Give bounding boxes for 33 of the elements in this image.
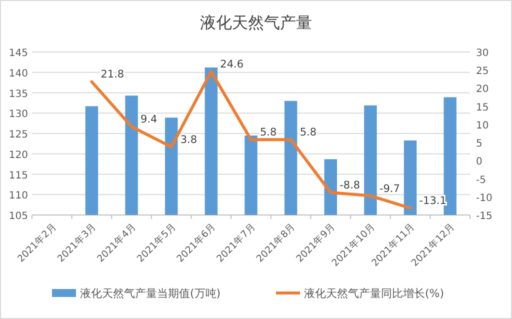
data-label: 9.4 [140,114,158,126]
y-tick-label: 115 [8,170,28,182]
y2-tick-label: -5 [476,174,486,186]
data-label: 5.8 [300,126,317,139]
y2-tick-label: 20 [476,84,489,96]
data-label: 5.8 [260,126,277,139]
data-label: -9.7 [379,182,400,195]
y-tick-label: 110 [8,190,28,202]
y2-tick-label: -10 [476,192,492,204]
chart-title: 液化天然气产量 [200,13,312,32]
y2-tick-label: 15 [476,102,489,114]
y2-tick-label: 10 [476,120,489,132]
legend-item: 液化天然气产量同比增长(%) [276,287,444,300]
y2-tick-label: -15 [476,211,492,222]
y-tick-label: 145 [8,48,28,59]
y2-tick-label: 0 [476,156,482,168]
y2-tick-label: 5 [476,138,482,150]
y-tick-label: 130 [8,109,28,120]
y-tick-label: 135 [8,88,28,100]
data-label: 21.8 [100,68,124,81]
y2-tick-label: 25 [476,66,489,78]
data-label: 3.8 [180,134,198,146]
legend-label: 液化天然气产量同比增长(%) [304,287,444,300]
y-tick-label: 140 [8,68,28,80]
y-tick-label: 125 [8,130,28,140]
legend-label: 液化天然气产量当期值(万吨) [80,287,221,300]
y-tick-label: 105 [8,211,28,222]
legend-item: 液化天然气产量当期值(万吨) [52,287,221,300]
data-label: 24.6 [220,58,244,71]
line-series [90,70,412,210]
y2-tick-label: 30 [476,48,489,59]
data-label: -8.8 [340,180,360,192]
y-tick-label: 120 [8,150,28,161]
